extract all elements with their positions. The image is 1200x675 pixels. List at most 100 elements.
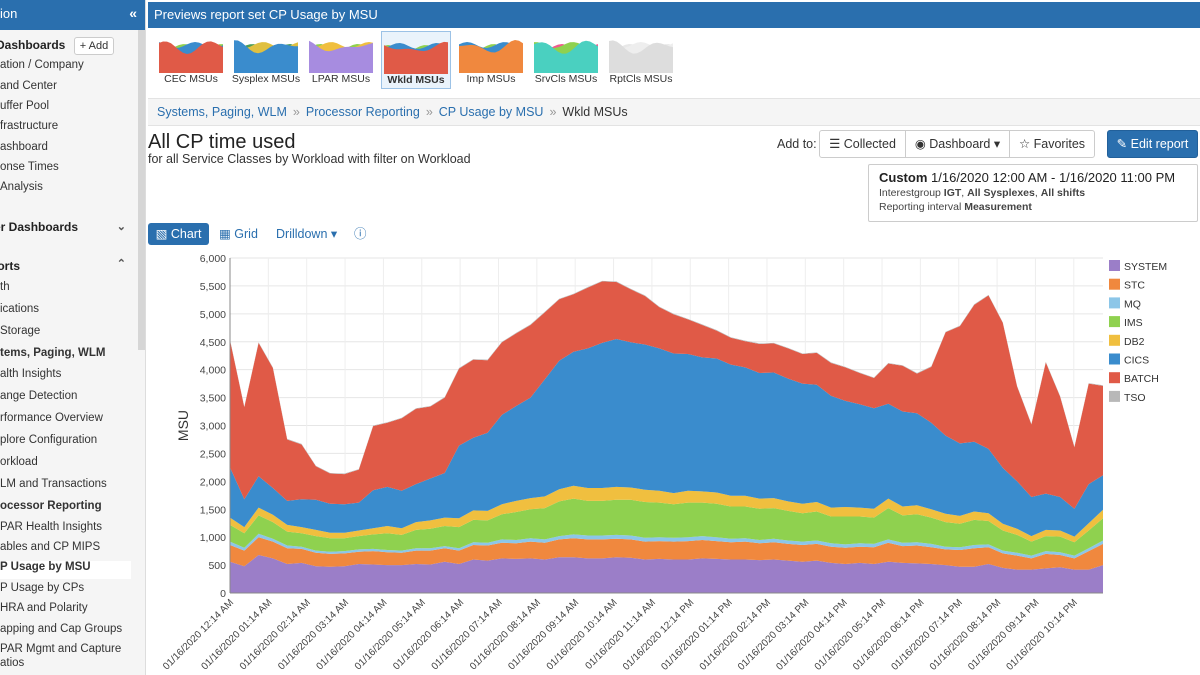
- sidebar-item[interactable]: atios: [0, 657, 25, 669]
- x-tick-label: 01/16/2020 08:14 AM: [468, 597, 543, 672]
- time-range-box[interactable]: Custom 1/16/2020 12:00 AM - 1/16/2020 11…: [868, 164, 1198, 222]
- x-tick-label: 01/16/2020 11:14 AM: [584, 597, 658, 671]
- shift-value: All shifts: [1040, 187, 1086, 199]
- breadcrumb-cp-usage-by-msu[interactable]: CP Usage by MSU: [438, 105, 544, 119]
- add-dashboard-button[interactable]: + Add: [74, 37, 114, 55]
- sidebar-item[interactable]: PAR Mgmt and Capture: [0, 643, 122, 655]
- collected-button[interactable]: ☰ Collected: [819, 130, 906, 158]
- thumbnail-cec-msus[interactable]: CEC MSUs: [156, 31, 226, 89]
- legend-swatch-system: [1109, 260, 1120, 271]
- thumbnail-sysplex-msus[interactable]: Sysplex MSUs: [231, 31, 301, 89]
- separator: ,: [961, 187, 968, 199]
- thumbnail-chart-icon: [384, 41, 448, 74]
- thumbnail-chart-icon: [159, 41, 223, 73]
- y-tick-label: 2,000: [200, 476, 226, 488]
- y-tick-label: 0: [220, 588, 226, 600]
- separator: ,: [1034, 187, 1041, 199]
- sidebar-item[interactable]: PAR Health Insights: [0, 521, 103, 533]
- x-tick-label: 01/16/2020 02:14 PM: [698, 597, 773, 672]
- grid-icon: ▦: [219, 227, 231, 241]
- y-tick-label: 2,500: [200, 448, 226, 460]
- sidebar-item[interactable]: ocessor Reporting: [0, 500, 102, 512]
- sidebar-item[interactable]: ications: [0, 303, 39, 315]
- sidebar-item[interactable]: Storage: [0, 325, 41, 337]
- breadcrumb-systems-paging-wlm[interactable]: Systems, Paging, WLM: [157, 105, 287, 119]
- drilldown-dropdown[interactable]: Drilldown ▾: [276, 223, 337, 245]
- sidebar-item[interactable]: apping and Cap Groups: [0, 623, 123, 635]
- page-subtitle: for all Service Classes by Workload with…: [148, 152, 471, 166]
- legend-label-system: SYSTEM: [1124, 261, 1167, 273]
- sidebar-item[interactable]: ange Detection: [0, 390, 78, 402]
- thumbnail-srvcls-msus[interactable]: SrvCls MSUs: [531, 31, 601, 89]
- chevron-down-icon[interactable]: ⌄: [116, 221, 126, 233]
- thumbnail-label: RptCls MSUs: [609, 73, 673, 85]
- y-tick-label: 3,500: [200, 393, 226, 405]
- sidebar-item[interactable]: frastructure: [0, 120, 59, 132]
- sidebar-item[interactable]: Analysis: [0, 181, 43, 193]
- sidebar-item[interactable]: P Usage by CPs: [0, 582, 85, 594]
- collapse-sidebar-icon[interactable]: «: [129, 5, 137, 21]
- sidebar-section-reports[interactable]: oorts ⌃: [0, 258, 130, 273]
- sidebar-section-user-dashboards[interactable]: er Dashboards ⌄: [0, 220, 134, 234]
- dashboard-icon: ◉: [914, 137, 926, 151]
- sidebar-item[interactable]: th: [0, 281, 10, 293]
- tab-chart[interactable]: ▧ Chart: [148, 223, 209, 245]
- x-tick-label: 01/16/2020 12:14 PM: [621, 597, 696, 672]
- x-tick-label: 01/16/2020 02:14 AM: [238, 597, 313, 672]
- sidebar-item[interactable]: ables and CP MIPS: [0, 541, 101, 553]
- caret-down-icon: ▾: [330, 227, 338, 241]
- info-icon[interactable]: ⓘ: [354, 227, 367, 241]
- bar-chart-icon: ▧: [155, 227, 168, 241]
- thumbnail-rptcls-msus[interactable]: RptCls MSUs: [606, 31, 676, 89]
- sidebar-item[interactable]: orkload: [0, 456, 38, 468]
- x-tick-label: 01/16/2020 03:14 AM: [276, 597, 351, 672]
- thumbnail-lpar-msus[interactable]: LPAR MSUs: [306, 31, 376, 89]
- x-tick-label: 01/16/2020 07:14 AM: [430, 597, 505, 672]
- y-tick-label: 6,000: [200, 253, 226, 265]
- time-range-value: 1/16/2020 12:00 AM - 1/16/2020 11:00 PM: [931, 170, 1176, 185]
- sidebar-section-label: er Dashboards: [0, 220, 79, 234]
- chevron-up-icon[interactable]: ⌃: [116, 258, 126, 270]
- sidebar-title: ion: [0, 6, 18, 21]
- thumbnail-chart-icon: [459, 40, 523, 73]
- legend-swatch-ims: [1109, 316, 1120, 328]
- legend-swatch-batch: [1109, 372, 1120, 384]
- area-series-db2: [230, 485, 1103, 543]
- thumbnail-imp-msus[interactable]: Imp MSUs: [456, 31, 526, 89]
- reporting-interval-value: Measurement: [964, 201, 1032, 213]
- breadcrumb-processor-reporting[interactable]: Processor Reporting: [305, 105, 420, 119]
- tab-grid[interactable]: ▦ Grid: [219, 223, 258, 245]
- favorites-button[interactable]: ☆ Favorites: [1009, 130, 1095, 158]
- page-title: All CP time used: [148, 131, 296, 153]
- sidebar-section-dashboards[interactable]: Dashboards: [0, 38, 136, 52]
- dashboard-label: Dashboard: [929, 137, 991, 151]
- sidebar-item[interactable]: and Center: [0, 80, 57, 92]
- y-tick-label: 5,000: [200, 309, 226, 321]
- edit-report-label: Edit report: [1130, 137, 1189, 151]
- sidebar-item[interactable]: HRA and Polarity: [0, 602, 88, 614]
- cp-usage-area-chart: 0 500 1,000 1,500 2,000 2,500 3,000 3,500 4,000 4…: [161, 253, 1167, 673]
- thumbnail-chart-icon: [309, 40, 373, 73]
- sidebar-item[interactable]: tems, Paging, WLM: [0, 347, 106, 359]
- dashboard-dropdown-button[interactable]: ◉ Dashboard ▾: [905, 130, 1010, 158]
- sidebar-item-cp-usage-by-msu[interactable]: P Usage by MSU: [0, 561, 131, 579]
- x-tick-label: 01/16/2020 05:14 AM: [353, 597, 428, 672]
- tab-chart-label: Chart: [170, 227, 202, 241]
- thumbnail-label: LPAR MSUs: [311, 73, 371, 85]
- reporting-interval-prefix: Reporting interval: [879, 201, 965, 213]
- sidebar-scrollbar[interactable]: [138, 30, 145, 350]
- sidebar-item[interactable]: alth Insights: [0, 368, 62, 380]
- sidebar-item[interactable]: ation / Company: [0, 59, 84, 71]
- interestgroup-line: Interestgroup IGT, All Sysplexes, All sh…: [879, 187, 1187, 199]
- sidebar-item[interactable]: rformance Overview: [0, 412, 103, 424]
- sidebar-item[interactable]: onse Times: [0, 161, 59, 173]
- edit-report-button[interactable]: ✎ Edit report: [1107, 130, 1198, 158]
- sidebar-item[interactable]: ashboard: [0, 141, 48, 153]
- sidebar-item[interactable]: LM and Transactions: [0, 478, 107, 490]
- thumbnail-wkld-msus[interactable]: Wkld MSUs: [381, 31, 451, 89]
- sidebar-item[interactable]: uffer Pool: [0, 100, 50, 112]
- interestgroup-prefix: Interestgroup: [879, 187, 944, 199]
- sidebar-item[interactable]: plore Configuration: [0, 434, 98, 446]
- x-tick-label: 01/16/2020 06:14 PM: [851, 597, 926, 672]
- y-tick-label: 4,000: [200, 365, 226, 377]
